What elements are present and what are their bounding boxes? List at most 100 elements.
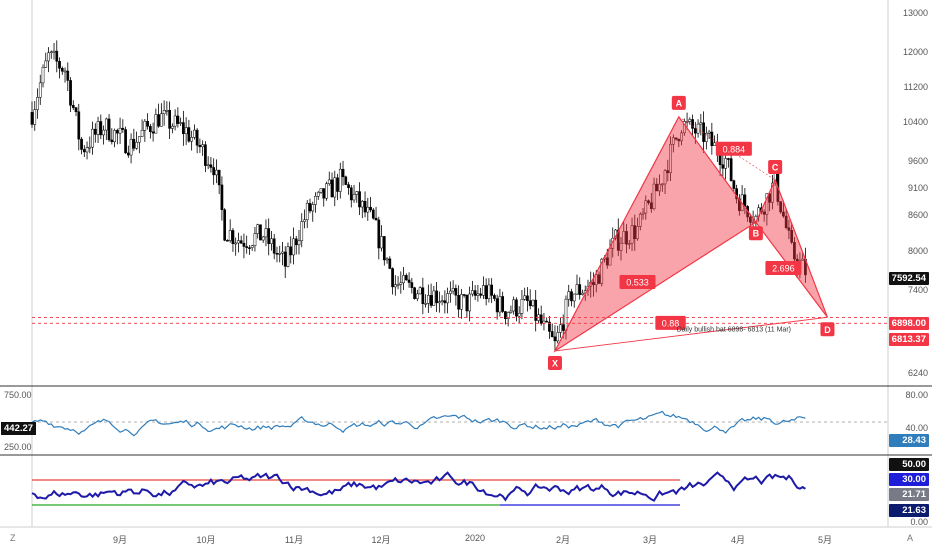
candle-body xyxy=(206,164,210,167)
candle-body xyxy=(182,122,185,135)
candle-body xyxy=(151,131,155,134)
candle-body xyxy=(322,188,326,199)
candle-body xyxy=(278,253,282,255)
candle-body xyxy=(465,294,469,312)
candle-body xyxy=(146,120,149,127)
candle-body xyxy=(402,275,405,284)
candle-body xyxy=(424,303,427,305)
candle-body xyxy=(407,279,411,283)
candle-body xyxy=(184,127,188,135)
candle-body xyxy=(201,144,204,148)
rsi-left-tick: 750.00 xyxy=(4,390,32,400)
candle-body xyxy=(404,275,408,281)
candle-body xyxy=(58,61,61,69)
ratio-badge xyxy=(655,315,686,330)
candle-body xyxy=(509,310,513,313)
ratio-label: 0.88 xyxy=(662,318,680,328)
candle-body xyxy=(471,290,474,295)
candle-body xyxy=(704,133,708,142)
candle-body xyxy=(451,288,455,292)
level-badge-upper: 6898.00 xyxy=(888,317,929,330)
candle-body xyxy=(259,224,262,241)
pattern-point-badge xyxy=(671,95,686,110)
candle-body xyxy=(344,176,348,185)
candle-body xyxy=(330,179,334,198)
candle-body xyxy=(693,128,697,134)
candle-body xyxy=(154,114,158,134)
candle-body xyxy=(212,167,216,176)
candle-body xyxy=(228,230,232,241)
candle-body xyxy=(641,212,645,215)
candle-body xyxy=(564,298,568,331)
candle-body xyxy=(435,290,438,304)
x-tick-label: 10月 xyxy=(196,535,216,545)
x-tick-label: 2月 xyxy=(555,535,571,545)
candle-body xyxy=(135,141,138,149)
candle-body xyxy=(47,52,50,62)
candle-body xyxy=(69,80,72,106)
candle-body xyxy=(388,258,392,269)
candle-body xyxy=(91,128,94,148)
level-badge-lower: 6813.37 xyxy=(888,333,929,346)
candle-body xyxy=(482,285,485,296)
candle-body xyxy=(63,70,67,73)
candle-body xyxy=(129,138,133,156)
candle-body xyxy=(333,177,337,198)
candle-body xyxy=(682,121,686,134)
candle-body xyxy=(410,282,414,288)
candle-body xyxy=(223,209,227,241)
candle-body xyxy=(660,183,664,186)
candle-body xyxy=(52,50,56,53)
candle-body xyxy=(674,137,678,140)
pattern-bcd-triangle xyxy=(755,178,829,318)
candle-body xyxy=(88,146,92,149)
candle-body xyxy=(526,295,529,301)
candle-body xyxy=(385,258,389,261)
pattern-point-badge xyxy=(768,159,783,174)
candle-body xyxy=(691,119,694,129)
y-tick-label: 13000 xyxy=(902,8,928,18)
candle-body xyxy=(209,164,213,168)
ratio-label: 0.533 xyxy=(626,277,649,287)
candle-body xyxy=(165,109,169,112)
candle-body xyxy=(234,242,238,245)
candle-body xyxy=(644,200,648,214)
candle-body xyxy=(198,144,202,148)
candle-body xyxy=(504,311,507,319)
candle-body xyxy=(727,158,730,160)
candle-body xyxy=(121,127,125,130)
candle-body xyxy=(779,201,783,213)
candle-body xyxy=(66,70,70,81)
candle-body xyxy=(793,242,796,260)
candle-body xyxy=(421,287,425,304)
candle-body xyxy=(432,290,436,306)
candle-body xyxy=(190,137,193,142)
candle-body xyxy=(250,245,254,248)
timezone-corner-button[interactable]: Z xyxy=(10,533,16,543)
candle-body xyxy=(545,320,549,323)
pattern-point-badge xyxy=(820,322,835,337)
candle-body xyxy=(149,126,152,133)
candle-body xyxy=(264,228,268,238)
candle-body xyxy=(99,121,103,136)
pattern-point-label: D xyxy=(824,325,831,335)
candle-body xyxy=(671,137,675,145)
candle-body xyxy=(55,50,59,62)
candle-body xyxy=(567,291,571,300)
candle-body xyxy=(782,211,785,217)
candle-body xyxy=(581,292,584,295)
candle-body xyxy=(217,169,221,186)
candle-body xyxy=(358,191,361,208)
candle-body xyxy=(784,215,788,229)
candle-body xyxy=(520,299,524,314)
candle-body xyxy=(220,184,224,210)
candle-body xyxy=(608,247,612,266)
candle-body xyxy=(729,158,733,181)
ratio-label: 0.884 xyxy=(723,144,746,154)
candle-body xyxy=(468,293,471,312)
candle-body xyxy=(429,295,433,306)
rsi-badge: 28.43 xyxy=(889,434,929,447)
candle-body xyxy=(627,243,631,245)
auto-scale-button[interactable]: A xyxy=(907,533,914,543)
